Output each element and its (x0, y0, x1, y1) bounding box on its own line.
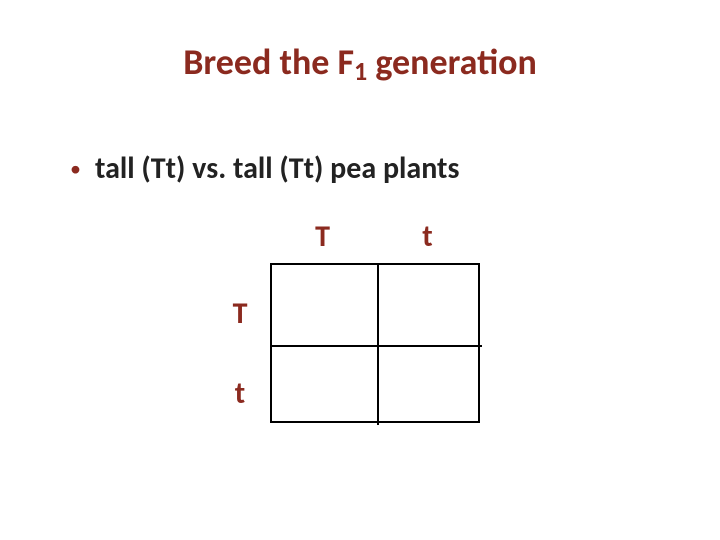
top-allele-0: T (270, 218, 375, 255)
grid-horizontal-divider (272, 345, 482, 347)
title-suffix: generation (367, 40, 537, 84)
bullet-icon: • (70, 155, 81, 182)
bullet-item: • tall (Tt) vs. tall (Tt) pea plants (70, 150, 459, 187)
bullet-text: tall (Tt) vs. tall (Tt) pea plants (95, 150, 459, 187)
punnett-top-labels: T t (270, 218, 480, 255)
punnett-grid (270, 263, 480, 423)
title-subscript: 1 (354, 55, 367, 87)
side-allele-0: T (215, 273, 265, 353)
slide-title: Breed the F1 generation (0, 40, 720, 84)
title-prefix: Breed the F (183, 40, 354, 84)
top-allele-1: t (375, 218, 480, 255)
side-allele-1: t (215, 353, 265, 433)
punnett-side-labels: T t (215, 273, 265, 433)
